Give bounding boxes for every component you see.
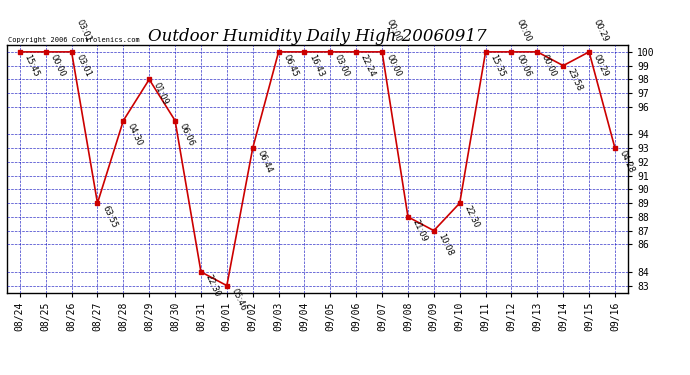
Text: 04:28: 04:28 — [618, 150, 636, 175]
Text: 15:35: 15:35 — [489, 53, 506, 79]
Text: 23:58: 23:58 — [566, 67, 584, 93]
Text: 06:45: 06:45 — [282, 53, 299, 79]
Text: 04:30: 04:30 — [126, 122, 144, 147]
Text: 21:09: 21:09 — [411, 218, 429, 244]
Text: 00:06: 00:06 — [514, 53, 533, 79]
Text: 22:30: 22:30 — [204, 273, 222, 299]
Text: 00:00: 00:00 — [540, 53, 558, 79]
Text: Copyright 2006 Controlenics.com: Copyright 2006 Controlenics.com — [8, 36, 140, 42]
Text: 00:29: 00:29 — [592, 18, 610, 44]
Text: 16:43: 16:43 — [307, 53, 326, 79]
Text: 06:44: 06:44 — [255, 150, 274, 175]
Text: 05:46: 05:46 — [230, 287, 248, 312]
Text: 15:45: 15:45 — [23, 53, 41, 79]
Text: 03:01: 03:01 — [75, 18, 92, 44]
Text: 06:06: 06:06 — [178, 122, 196, 148]
Text: 01:09: 01:09 — [152, 81, 170, 106]
Title: Outdoor Humidity Daily High 20060917: Outdoor Humidity Daily High 20060917 — [148, 28, 486, 45]
Text: 00:00: 00:00 — [48, 53, 67, 79]
Text: 00:00: 00:00 — [385, 53, 403, 79]
Text: 22:30: 22:30 — [462, 204, 481, 230]
Text: 10:08: 10:08 — [437, 232, 455, 258]
Text: 00:00: 00:00 — [514, 18, 533, 44]
Text: 03:01: 03:01 — [75, 53, 92, 79]
Text: 22:24: 22:24 — [359, 53, 377, 79]
Text: 03:00: 03:00 — [333, 53, 351, 79]
Text: 00:29: 00:29 — [592, 53, 610, 79]
Text: 00:00: 00:00 — [385, 18, 403, 44]
Text: 63:55: 63:55 — [100, 204, 119, 230]
